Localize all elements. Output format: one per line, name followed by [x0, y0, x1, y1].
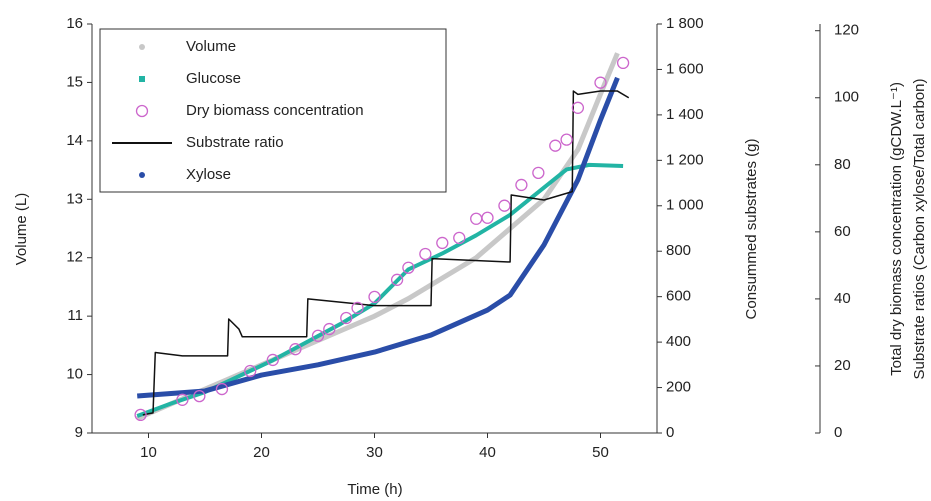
- y-tick-label: 13: [66, 190, 83, 207]
- y3-tick-label: 40: [834, 290, 851, 307]
- data-point: [594, 76, 607, 89]
- data-point: [571, 101, 585, 114]
- legend-label: Volume: [186, 38, 236, 55]
- data-point: [402, 261, 415, 274]
- legend-label: Dry biomass concentration: [186, 102, 364, 119]
- y-axis-title: Volume (L): [13, 193, 30, 266]
- y2-tick-label: 600: [666, 288, 691, 305]
- y2-tick-label: 200: [666, 379, 691, 396]
- data-point: [215, 382, 229, 396]
- x-tick-label: 50: [592, 444, 609, 461]
- data-point: [560, 133, 573, 146]
- data-point: [616, 56, 630, 70]
- y-tick-label: 14: [66, 132, 83, 149]
- y2-tick-label: 800: [666, 242, 691, 259]
- legend-label: Substrate ratio: [186, 134, 284, 151]
- legend-label: Glucose: [186, 70, 241, 87]
- data-point: [515, 178, 528, 192]
- data-point: [419, 247, 432, 261]
- legend-marker: [135, 104, 149, 118]
- y3-tick-label: 100: [834, 89, 859, 106]
- data-point: [323, 322, 336, 336]
- data-point: [481, 211, 494, 224]
- data-point: [340, 311, 353, 325]
- data-point: [453, 231, 466, 245]
- data-point: [351, 301, 364, 315]
- y3-axis-title: Total dry biomass concentration (gCDW.L⁻…: [888, 82, 905, 376]
- y3-tick-label: 120: [834, 22, 859, 39]
- legend-marker: [139, 44, 145, 50]
- y-tick-label: 10: [66, 366, 83, 383]
- legend-box: [99, 28, 447, 193]
- data-point: [134, 408, 147, 422]
- y-tick-label: 9: [75, 424, 83, 441]
- x-axis-title: Time (h): [347, 481, 402, 498]
- data-point: [390, 273, 404, 286]
- y-tick-label: 11: [67, 307, 83, 324]
- y-tick-label: 16: [66, 15, 83, 32]
- data-point: [311, 329, 325, 342]
- legend-marker: [139, 76, 145, 82]
- series-line: [136, 162, 624, 418]
- data-point: [193, 389, 206, 403]
- data-point: [532, 166, 545, 179]
- x-tick-label: 40: [479, 444, 496, 461]
- y3-tick-label: 60: [834, 223, 851, 240]
- data-point: [549, 139, 562, 152]
- data-point: [470, 212, 483, 225]
- series-line: [137, 76, 620, 399]
- y2-tick-label: 0: [666, 424, 674, 441]
- y2-tick-label: 1 000: [666, 197, 704, 214]
- legend-marker: [139, 172, 145, 178]
- data-point: [498, 199, 511, 212]
- data-point: [176, 393, 189, 406]
- y3-tick-label: 0: [834, 424, 842, 441]
- y3-tick-label: 80: [834, 156, 851, 173]
- y2-tick-label: 400: [666, 333, 691, 350]
- x-tick-label: 20: [253, 444, 270, 461]
- y2-tick-label: 1 400: [666, 106, 704, 123]
- data-point: [289, 343, 302, 356]
- y-tick-label: 12: [66, 249, 83, 266]
- y2-tick-label: 1 200: [666, 151, 704, 168]
- y2-tick-label: 1 800: [666, 15, 704, 32]
- y3-tick-label: 20: [834, 357, 851, 374]
- series-line: [142, 90, 630, 416]
- y-tick-label: 15: [66, 73, 83, 90]
- legend-label: Xylose: [186, 166, 231, 183]
- x-tick-label: 10: [140, 444, 157, 461]
- data-point: [266, 353, 279, 367]
- data-point: [244, 364, 257, 378]
- y2-axis-title: Consummed substrates (g): [743, 139, 760, 320]
- y3-axis-title: Substrate ratios (Carbon xylose/Total ca…: [911, 79, 928, 380]
- x-tick-label: 30: [366, 444, 383, 461]
- data-point: [368, 290, 381, 304]
- data-point: [436, 236, 449, 250]
- y2-tick-label: 1 600: [666, 60, 704, 77]
